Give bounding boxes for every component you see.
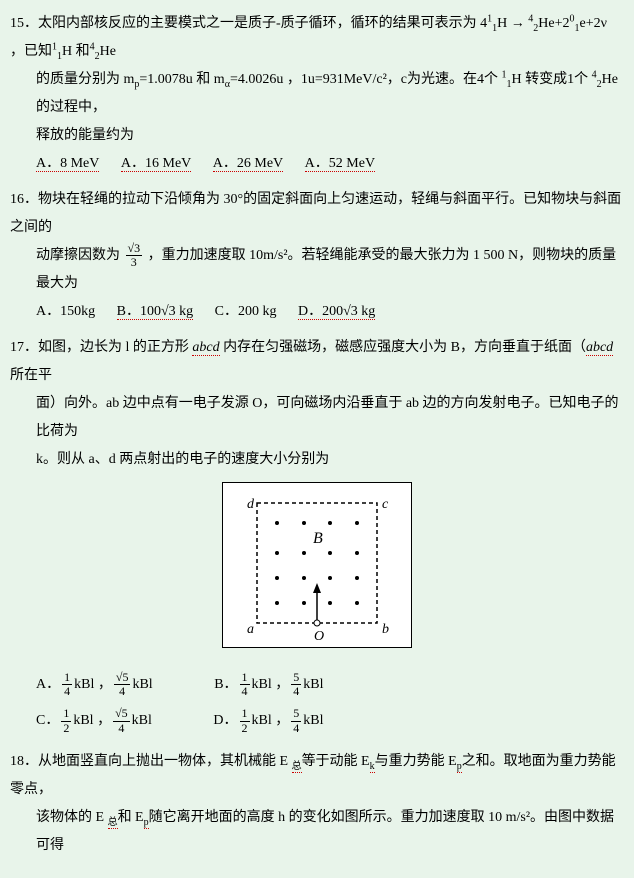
- q15-opt-a3: A．26 MeV: [213, 150, 283, 178]
- fraction-icon: √33: [126, 242, 143, 269]
- q16-line1: 物块在轻绳的拉动下沿倾角为 30°的固定斜面向上匀速运动，轻绳与斜面平行。已知物…: [10, 192, 621, 235]
- q15-body: 的质量分别为 mp=1.0078u 和 mα=4.0026u ，1u=931Me…: [10, 66, 624, 150]
- q17-figure: d c a b B O: [10, 482, 624, 659]
- question-18: 18．从地面竖直向上抛出一物体，其机械能 E 总等于动能 Ek与重力势能 Ep之…: [10, 748, 624, 860]
- q15-opt-a: A．8 MeV: [36, 150, 99, 178]
- q15-text: 太阳内部核反应的主要模式之一是质子-质子循环，循环的结果可表示为 411H → …: [10, 16, 607, 59]
- q18-body: 该物体的 E 总和 Ep随它离开地面的高度 h 的变化如图所示。重力加速度取 1…: [10, 804, 624, 860]
- label-a: a: [247, 622, 254, 637]
- q17-opt-a: A．14kBl ，√54kBl: [36, 667, 153, 703]
- q17-body: 面）向外。ab 边中点有一电子发源 O，可向磁场内沿垂直于 ab 边的方向发射电…: [10, 390, 624, 474]
- label-O: O: [314, 629, 324, 643]
- label-b: b: [382, 622, 389, 637]
- label-d: d: [247, 497, 255, 512]
- magnetic-field-diagram: d c a b B O: [237, 493, 397, 643]
- q18-number: 18．: [10, 754, 38, 769]
- q16-body: 动摩擦因数为 √33 ，重力加速度取 10m/s²。若轻绳能承受的最大张力为 1…: [10, 242, 624, 298]
- q16-opt-c: C．200 kg: [215, 298, 277, 326]
- q15-number: 15．: [10, 16, 38, 31]
- q16-number: 16．: [10, 192, 38, 207]
- question-15: 15．太阳内部核反应的主要模式之一是质子-质子循环，循环的结果可表示为 411H…: [10, 10, 624, 178]
- label-B: B: [313, 530, 323, 547]
- question-16: 16．物块在轻绳的拉动下沿倾角为 30°的固定斜面向上匀速运动，轻绳与斜面平行。…: [10, 186, 624, 326]
- q16-options: A．150kg B．100√3 kg C．200 kg D．200√3 kg: [10, 298, 624, 326]
- q15-options: A．8 MeV A．16 MeV A．26 MeV A．52 MeV: [10, 150, 624, 178]
- q16-opt-b: B．100√3 kg: [117, 298, 194, 326]
- figure-box: d c a b B O: [222, 482, 412, 648]
- q17-opt-c: C．12kBl ，√54kBl: [36, 703, 152, 739]
- q16-opt-a: A．150kg: [36, 298, 95, 326]
- label-c: c: [382, 497, 389, 512]
- q15-opt-a2: A．16 MeV: [121, 150, 191, 178]
- q17-number: 17．: [10, 340, 38, 355]
- q17-opt-b: B．14kBl ，54kBl: [214, 667, 323, 703]
- q15-opt-a4: A．52 MeV: [305, 150, 375, 178]
- q15-line3: 释放的能量约为: [36, 122, 624, 150]
- q17-opt-d: D．12kBl ，54kBl: [213, 703, 323, 739]
- q16-opt-d: D．200√3 kg: [298, 298, 375, 326]
- question-17: 17．如图，边长为 l 的正方形 abcd 内存在匀强磁场，磁感应强度大小为 B…: [10, 334, 624, 740]
- q17-options: A．14kBl ，√54kBl B．14kBl ，54kBl C．12kBl ，…: [10, 667, 624, 740]
